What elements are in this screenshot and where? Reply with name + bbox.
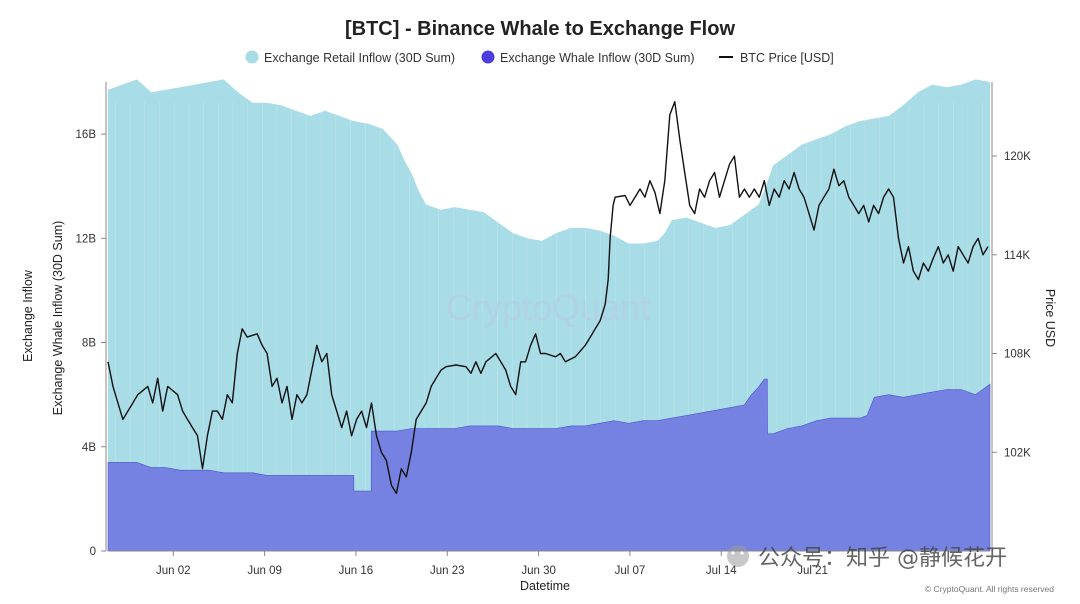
wechat-eye-right-icon [740,551,744,555]
social-watermark: 公众号：知乎 @静候花开 [727,545,1007,571]
legend-label-price: BTC Price [USD] [740,51,834,65]
x-tick-label: Jun 30 [521,565,556,577]
x-tick-label: Jun 16 [339,565,374,577]
btc-price-line [107,101,989,495]
y-left-tick-label: 4B [82,442,96,454]
social-watermark-text: 公众号：知乎 @静候花开 [758,546,1007,571]
wechat-eye-left-icon [731,551,735,555]
cryptoquant-watermark: CryptoQuant [446,287,650,328]
price-layer [107,101,989,495]
wechat-icon [727,545,749,567]
y-right-tick-label: 108K [1004,349,1031,361]
whale-inflow-area [107,378,991,552]
x-axis: Jun 02 Jun 09 Jun 16 Jun 23 Jun 30 Jul 07 Jul … [108,550,990,577]
x-tick-label: Jun 02 [156,565,191,577]
y-left-tick-label: 8B [82,338,96,350]
chart-title: [BTC] - Binance Whale to Exchange Flow [345,18,735,40]
y-left-tick-label: 16B [76,129,97,141]
x-tick-label: Jul 21 [797,565,828,577]
y-right-axis-title: Price USD [1043,289,1057,347]
copyright-text: © CryptoQuant. All rights reserved [925,584,1054,594]
x-tick-label: Jun 09 [247,565,282,577]
x-tick-label: Jun 23 [430,565,465,577]
y-axis-left: 0 4B 8B 12B 16B [76,82,107,558]
legend-label-retail: Exchange Retail Inflow (30D Sum) [264,51,455,65]
x-axis-title: Datetime [520,579,570,593]
x-tick-label: Jul 07 [615,565,646,577]
y-right-tick-label: 114K [1004,250,1030,262]
retail-inflow-area [108,79,990,552]
watermark-layer: CryptoQuant [446,287,650,328]
y-right-tick-label: 120K [1004,151,1031,163]
y-axis-right: 102K 108K 114K 120K [991,82,1031,551]
legend: Exchange Retail Inflow (30D Sum) Exchang… [245,50,834,65]
legend-label-whale: Exchange Whale Inflow (30D Sum) [500,51,695,65]
area-layer [107,79,991,552]
y-left-axis-title-1: Exchange Inflow [21,269,35,362]
legend-swatch-retail [245,50,259,64]
y-left-axis-title-2: Exchange Whale Inflow (30D Sum) [51,221,65,416]
y-left-tick-label: 0 [90,546,96,558]
x-tick-label: Jul 14 [706,565,737,577]
y-left-tick-label: 12B [76,233,97,245]
legend-swatch-whale [481,50,495,64]
y-right-tick-label: 102K [1004,447,1031,459]
